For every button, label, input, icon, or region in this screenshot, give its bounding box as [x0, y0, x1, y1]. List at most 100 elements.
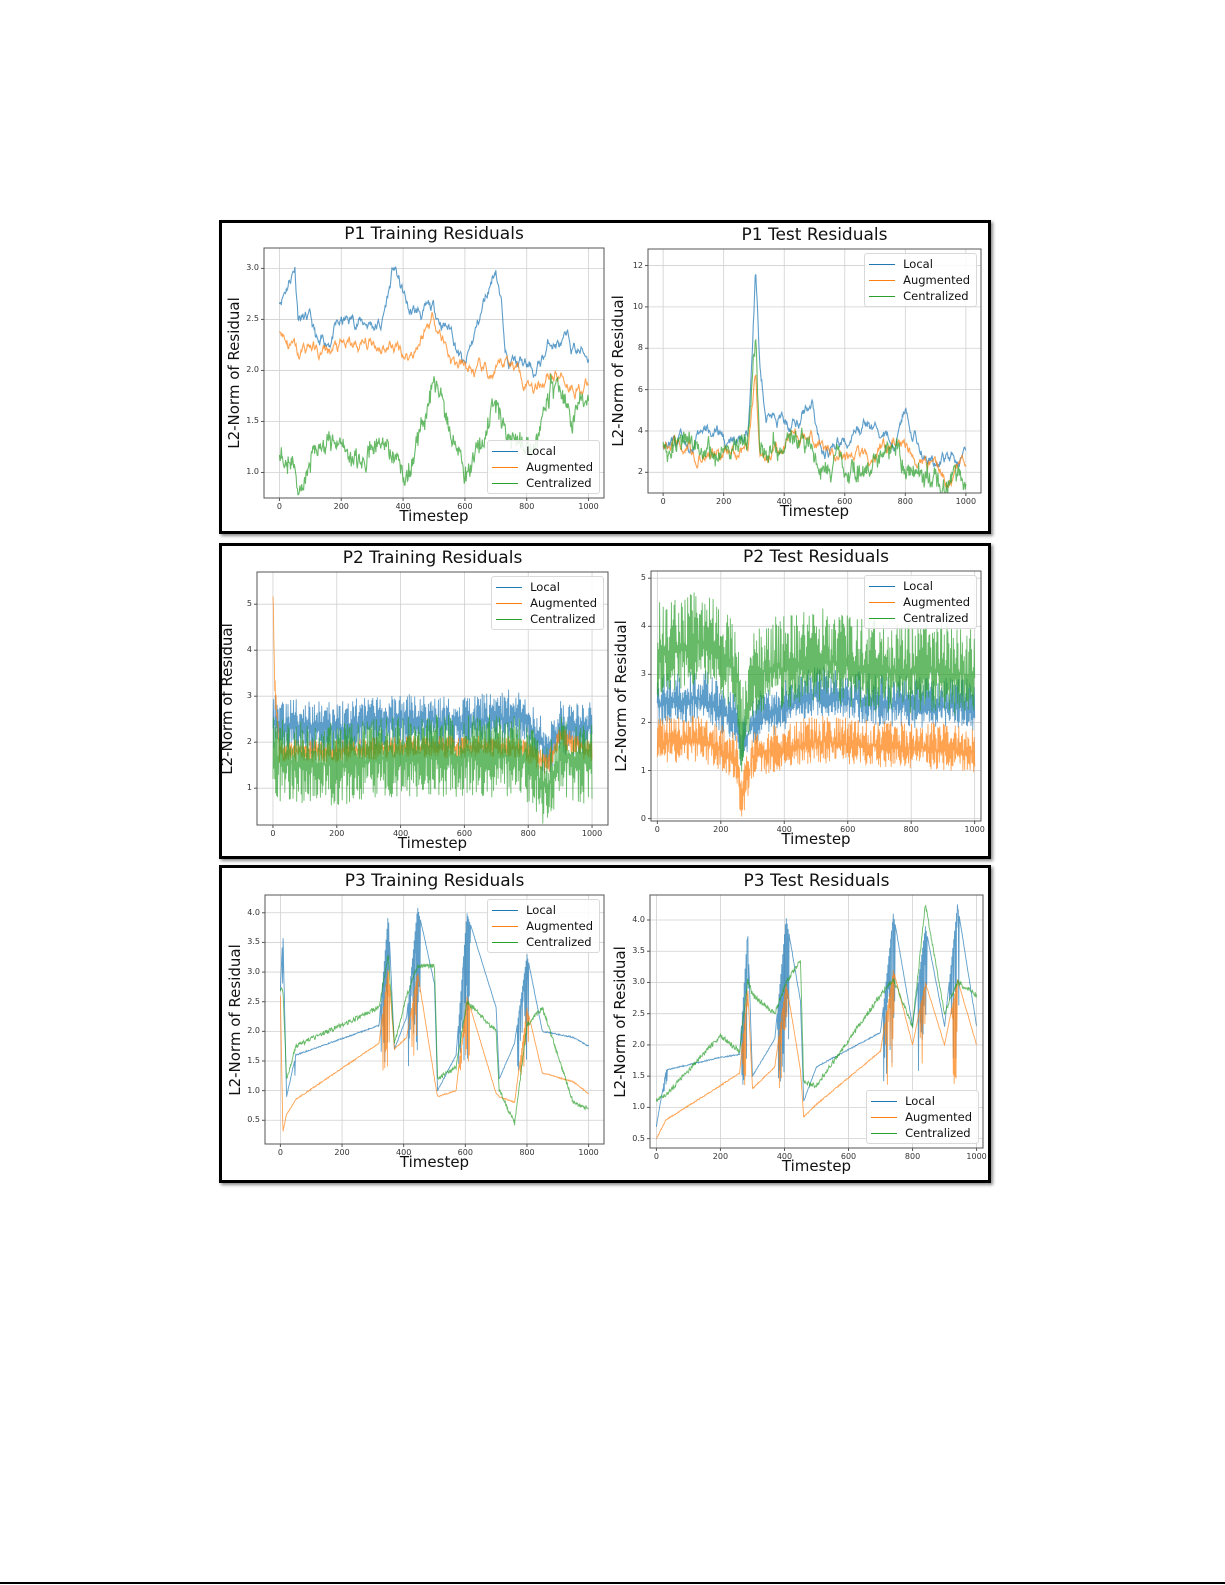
y-tick-label: 6 — [637, 384, 643, 394]
legend-label: Augmented — [903, 273, 970, 287]
x-tick-label: 1000 — [955, 497, 977, 506]
y-axis-label: L2-Norm of Residual — [218, 622, 236, 775]
legend-item-augmented: Augmented — [492, 459, 593, 475]
legend-item-local: Local — [492, 902, 593, 918]
y-tick-label: 2 — [246, 737, 252, 747]
legend-swatch-icon — [869, 263, 896, 265]
x-tick-label: 600 — [456, 829, 473, 838]
series-augmented-line — [279, 311, 589, 400]
chart-legend: Local Augmented Centralized — [864, 253, 977, 307]
legend-swatch-icon — [869, 279, 896, 281]
legend-label: Centralized — [903, 289, 969, 303]
x-tick-label: 1000 — [966, 1152, 987, 1161]
legend-label: Local — [905, 1094, 935, 1108]
y-tick-label: 1.0 — [246, 467, 259, 477]
y-tick-label: 2.0 — [632, 1039, 645, 1049]
plot-area — [645, 248, 982, 496]
legend-item-local: Local — [496, 579, 597, 595]
legend-label: Local — [903, 579, 933, 593]
x-tick-label: 800 — [519, 502, 535, 511]
y-tick-label: 10 — [632, 301, 643, 311]
legend-swatch-icon — [871, 1132, 898, 1134]
legend-label: Local — [530, 580, 560, 594]
legend-swatch-icon — [869, 601, 896, 603]
x-tick-label: 400 — [392, 829, 409, 838]
chart-legend: Local Augmented Centralized — [487, 440, 600, 494]
x-tick-label: 1000 — [578, 1148, 599, 1157]
legend-label: Augmented — [526, 919, 593, 933]
chart-legend: Local Augmented Centralized — [491, 576, 604, 630]
x-tick-label: 600 — [840, 1152, 857, 1161]
legend-item-augmented: Augmented — [869, 594, 970, 610]
y-tick-label: 12 — [632, 260, 643, 270]
x-tick-label: 1000 — [581, 829, 603, 838]
x-tick-label: 0 — [270, 829, 276, 838]
series-centralized-line — [655, 904, 978, 1102]
x-axis-label: Timestep — [779, 502, 850, 520]
y-tick-label: 3 — [640, 669, 646, 679]
legend-item-centralized: Centralized — [869, 288, 970, 304]
legend-label: Local — [903, 257, 933, 271]
series-local-line — [662, 274, 967, 469]
legend-label: Centralized — [903, 611, 969, 625]
series-centralized-line — [662, 338, 967, 493]
legend-label: Centralized — [526, 476, 592, 490]
x-tick-label: 200 — [329, 829, 345, 838]
legend-item-augmented: Augmented — [871, 1109, 972, 1125]
x-tick-label: 200 — [712, 1152, 729, 1161]
x-tick-label: 0 — [276, 502, 282, 511]
legend-item-local: Local — [869, 256, 970, 272]
y-tick-label: 0 — [640, 813, 646, 823]
legend-swatch-icon — [492, 466, 519, 468]
legend-swatch-icon — [492, 941, 519, 943]
legend-label: Augmented — [530, 596, 597, 610]
x-tick-label: 800 — [904, 1152, 921, 1161]
x-tick-label: 600 — [837, 497, 853, 506]
y-tick-label: 3.5 — [247, 937, 260, 947]
x-tick-label: 800 — [519, 1148, 535, 1157]
y-tick-label: 0.5 — [247, 1115, 260, 1125]
legend-label: Centralized — [905, 1126, 971, 1140]
y-tick-label: 1.0 — [632, 1102, 645, 1112]
x-tick-label: 600 — [457, 1148, 473, 1157]
legend-swatch-icon — [496, 586, 523, 588]
chart-p1-train: P1 Training Residuals Timestep L2-Norm of … — [225, 224, 605, 525]
y-tick-label: 3.5 — [632, 946, 645, 956]
series-local-line — [272, 689, 593, 773]
plot-area — [261, 247, 605, 501]
legend-swatch-icon — [492, 482, 519, 484]
y-tick-label: 4.0 — [247, 907, 260, 917]
chart-p2-train: P2 Training Residuals Timestep L2-Norm of … — [218, 548, 609, 852]
legend-label: Augmented — [526, 460, 593, 474]
x-axis-label: Timestep — [397, 834, 468, 852]
x-tick-label: 200 — [713, 825, 729, 834]
chart-legend: Local Augmented Centralized — [866, 1090, 979, 1144]
chart-legend: Local Augmented Centralized — [487, 899, 600, 953]
legend-label: Local — [526, 444, 556, 458]
y-tick-label: 3.0 — [246, 263, 259, 273]
x-tick-label: 0 — [654, 825, 660, 834]
x-tick-label: 400 — [776, 497, 792, 506]
y-tick-label: 2.5 — [632, 1008, 645, 1018]
legend-item-centralized: Centralized — [492, 475, 593, 491]
y-tick-label: 1 — [640, 765, 646, 775]
x-axis-label: Timestep — [399, 1153, 470, 1171]
legend-swatch-icon — [492, 925, 519, 927]
legend-swatch-icon — [496, 602, 523, 604]
y-tick-label: 2.5 — [246, 314, 259, 324]
figure-row-p1 — [219, 220, 991, 534]
y-tick-label: 2.0 — [246, 365, 259, 375]
y-tick-label: 0.5 — [632, 1133, 645, 1143]
chart-p2-test: P2 Test Residuals Timestep L2-Norm of Resi… — [612, 547, 985, 848]
x-tick-label: 800 — [903, 825, 919, 834]
x-tick-label: 400 — [396, 1148, 412, 1157]
x-tick-label: 600 — [840, 825, 856, 834]
legend-label: Local — [526, 903, 556, 917]
y-tick-label: 2.0 — [247, 1026, 260, 1036]
chart-title: P3 Training Residuals — [344, 871, 525, 891]
chart-title: P2 Training Residuals — [342, 548, 523, 568]
legend-label: Centralized — [526, 935, 592, 949]
legend-label: Augmented — [903, 595, 970, 609]
y-axis-label: L2-Norm of Residual — [226, 943, 244, 1096]
x-axis-label: Timestep — [399, 507, 469, 525]
